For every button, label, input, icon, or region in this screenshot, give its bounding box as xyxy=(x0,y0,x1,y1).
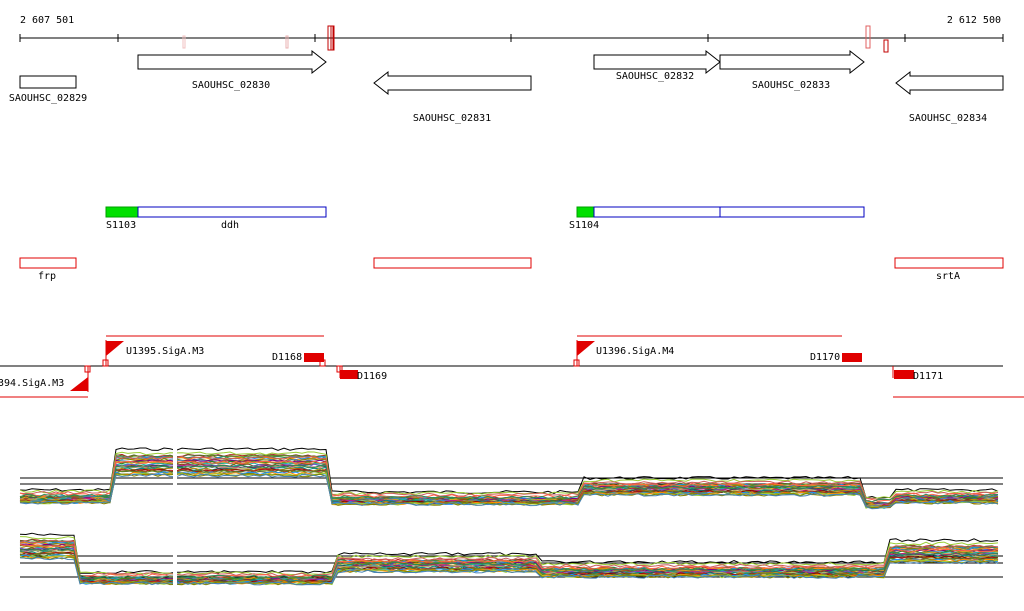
promoter-flag-m3[interactable] xyxy=(106,341,124,356)
feature-label-d1171: D1171 xyxy=(913,371,943,382)
promoter-flag-m4[interactable] xyxy=(577,341,595,356)
segment-label-s1104: S1104 xyxy=(569,220,599,231)
coord-end: 2 612 500 xyxy=(947,15,1001,26)
gene-label-02832: SAOUHSC_02832 xyxy=(616,71,694,82)
segment-blue-ddh[interactable] xyxy=(137,206,327,218)
gene-name-box-srta[interactable] xyxy=(894,257,1004,269)
coordinate-axis: 2 607 501 2 612 500 xyxy=(19,15,1004,53)
gene-name-box-frp[interactable] xyxy=(19,257,77,269)
gene-name-srta: srtA xyxy=(936,271,960,282)
segment-green-s1104[interactable] xyxy=(576,206,595,218)
data-gap xyxy=(173,529,177,598)
feature-label-d1168: D1168 xyxy=(272,352,302,363)
gene-label-02834: SAOUHSC_02834 xyxy=(909,113,987,124)
coord-start: 2 607 501 xyxy=(20,15,74,26)
expression-line xyxy=(19,447,999,499)
gene-arrow-02834[interactable] xyxy=(895,70,1004,96)
data-gap xyxy=(173,444,177,520)
terminator-d1168[interactable] xyxy=(304,353,324,362)
gene-labels: SAOUHSC_02829 SAOUHSC_02830 SAOUHSC_0283… xyxy=(9,71,987,124)
expression-line xyxy=(19,545,999,583)
segment-blue-a[interactable] xyxy=(593,206,721,218)
axis-markers xyxy=(182,25,889,53)
gene-name-frp: frp xyxy=(38,271,56,282)
gene-arrow-02830[interactable] xyxy=(137,49,327,75)
feature-label-d1170: D1170 xyxy=(810,352,840,363)
expression-line xyxy=(19,464,999,503)
promoter-flag-left[interactable] xyxy=(70,377,88,391)
feature-label-u1396: U1396.SigA.M4 xyxy=(596,346,674,357)
gene-label-02833: SAOUHSC_02833 xyxy=(752,80,830,91)
gene-name-track xyxy=(19,257,1004,269)
feature-track: U1395.SigA.M3 D1168 D1169 U1396.SigA.M4 … xyxy=(0,335,1024,398)
expression-panel-bottom xyxy=(19,529,1003,598)
gene-label-02831: SAOUHSC_02831 xyxy=(413,113,491,124)
gene-arrow-02832[interactable] xyxy=(593,49,721,75)
gene-arrow-02833[interactable] xyxy=(719,49,865,75)
gene-track xyxy=(19,49,1004,96)
feature-label-left: 394.SigA.M3 xyxy=(0,378,64,389)
feature-label-d1169: D1169 xyxy=(357,371,387,382)
feature-label-u1395: U1395.SigA.M3 xyxy=(126,346,204,357)
axis-ticks xyxy=(19,34,1004,42)
terminator-d1170[interactable] xyxy=(842,353,862,362)
expression-line xyxy=(19,539,999,577)
gene-label-02829: SAOUHSC_02829 xyxy=(9,93,87,104)
expression-line xyxy=(19,460,999,502)
gene-name-box-mid[interactable] xyxy=(373,257,532,269)
expression-line xyxy=(19,455,999,501)
gene-arrow-02831[interactable] xyxy=(373,70,532,96)
segment-track: S1103 ddh S1104 xyxy=(105,206,865,231)
expression-panel-top xyxy=(19,444,1003,520)
expression-line xyxy=(19,473,999,510)
terminator-d1169[interactable] xyxy=(340,370,358,379)
segment-green-s1103[interactable] xyxy=(105,206,139,218)
terminator-d1171[interactable] xyxy=(894,370,914,379)
segment-label-s1103: S1103 xyxy=(106,220,136,231)
expression-line xyxy=(19,556,999,586)
gene-label-02830: SAOUHSC_02830 xyxy=(192,80,270,91)
expression-line xyxy=(19,536,999,576)
expression-line xyxy=(19,451,999,499)
segment-label-ddh: ddh xyxy=(221,220,239,231)
expression-line xyxy=(19,547,999,579)
gene-box-02829[interactable] xyxy=(19,75,77,89)
segment-blue-b[interactable] xyxy=(719,206,865,218)
